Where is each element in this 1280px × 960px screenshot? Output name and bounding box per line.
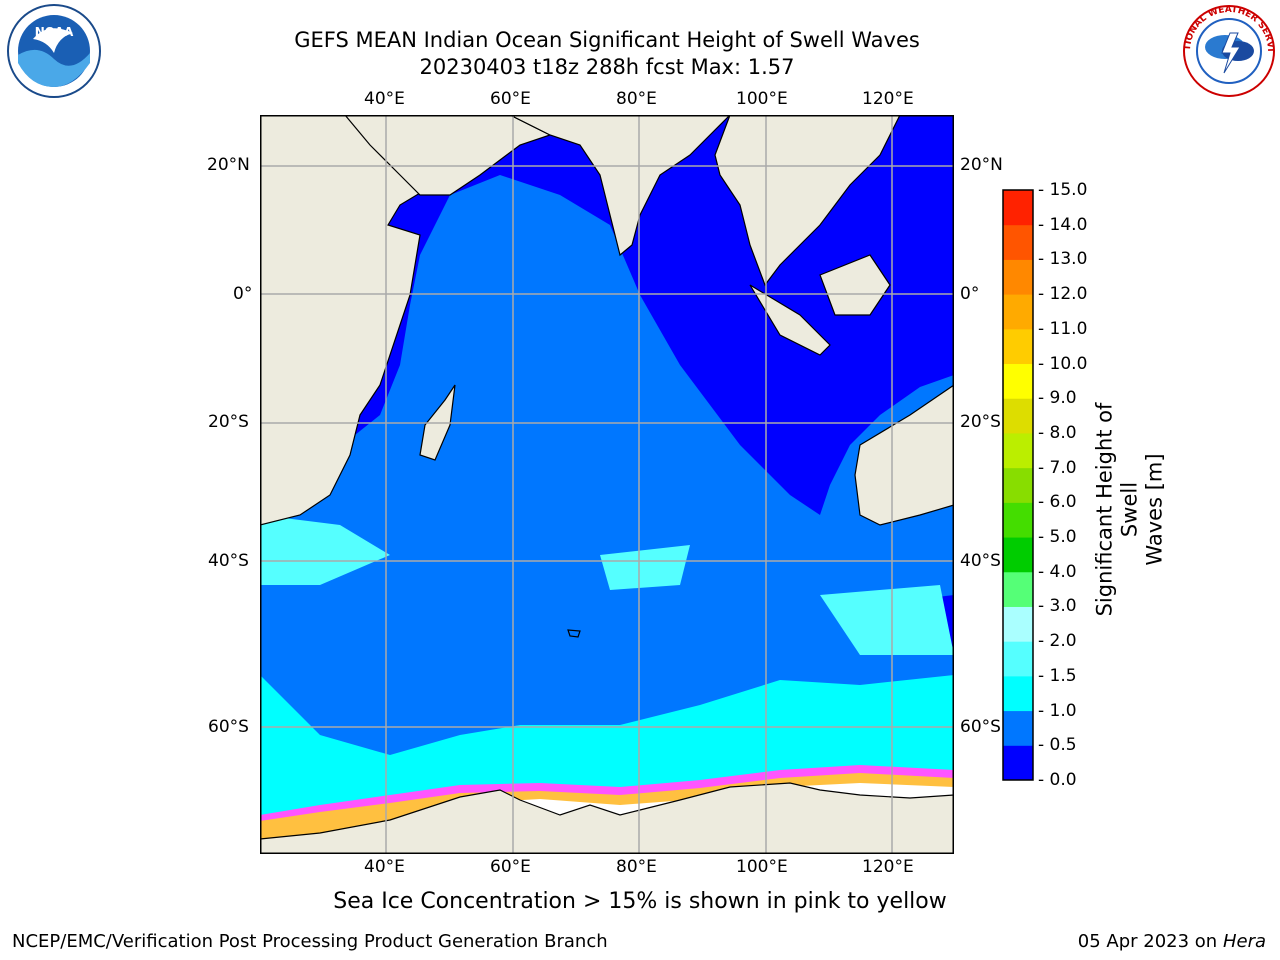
map-panel <box>260 115 954 854</box>
chart-title: GEFS MEAN Indian Ocean Significant Heigh… <box>294 28 920 52</box>
lat-label-right-0: 0° <box>960 284 980 304</box>
colorbar-tick-label: - 6.0 <box>1038 492 1077 513</box>
sea-ice-caption: Sea Ice Concentration > 15% is shown in … <box>333 889 947 914</box>
colorbar-tick-label: - 14.0 <box>1038 214 1088 235</box>
light-cyan-patch-east <box>820 585 954 655</box>
colorbar-segment <box>1003 606 1033 642</box>
borneo <box>819 254 891 316</box>
footer-date-text: 05 Apr 2023 on <box>1077 931 1223 952</box>
colorbar-segment <box>1003 363 1033 399</box>
colorbar-tick-label: - 3.0 <box>1038 596 1077 617</box>
lat-label-left-40s: 40°S <box>208 551 249 571</box>
colorbar-segment <box>1003 190 1033 226</box>
colorbar-tick-label: - 8.0 <box>1038 422 1077 443</box>
colorbar-segment <box>1003 710 1033 746</box>
southeast-asia-landmass <box>714 115 901 287</box>
lat-label-left-20s: 20°S <box>208 412 249 432</box>
footer-producer: NCEP/EMC/Verification Post Processing Pr… <box>12 931 608 952</box>
lon-label-bottom-100e: 100°E <box>736 857 788 877</box>
lat-label-right-60s: 60°S <box>960 717 1001 737</box>
antarctica-landmass <box>260 782 954 854</box>
colorbar-segment <box>1003 675 1033 712</box>
graticule <box>260 115 954 854</box>
chart-subtitle: 20230403 t18z 288h fcst Max: 1.57 <box>419 55 795 79</box>
colorbar-tick-label: - 0.5 <box>1038 735 1077 756</box>
colorbar-segment <box>1003 328 1033 365</box>
colorbar-segment <box>1003 398 1033 434</box>
india-landmass <box>509 115 731 257</box>
colorbar-tick-label: - 11.0 <box>1038 318 1088 339</box>
colorbar-tick-label: - 13.0 <box>1038 249 1088 270</box>
colorbar-tick-label: - 1.0 <box>1038 700 1077 721</box>
noaa-logo-text: NOAA <box>35 25 74 39</box>
colorbar-segment <box>1003 294 1033 330</box>
nws-logo: NATIONAL WEATHER SERVICE <box>1180 3 1275 97</box>
lon-label-bottom-60e: 60°E <box>490 857 531 877</box>
colorbar-segment <box>1003 641 1033 677</box>
map-frame <box>260 115 954 854</box>
sumatra <box>749 284 831 356</box>
lon-label-bottom-40e: 40°E <box>364 857 405 877</box>
colorbar-tick-label: - 10.0 <box>1038 353 1088 374</box>
footer-host: Hera <box>1222 931 1266 952</box>
colorbar-segment <box>1003 467 1033 503</box>
colorbar-segment <box>1003 537 1033 573</box>
colorbar-tick-label: - 7.0 <box>1038 457 1077 478</box>
lon-label-top-60e: 60°E <box>490 89 531 109</box>
colorbar-title: Significant Height of Swell Waves [m] <box>1093 400 1168 620</box>
lon-label-bottom-80e: 80°E <box>616 857 657 877</box>
noaa-logo: NOAA <box>7 4 101 98</box>
colorbar-tick-label: - 15.0 <box>1038 180 1088 200</box>
lon-label-top-40e: 40°E <box>364 89 405 109</box>
footer-date: 05 Apr 2023 on Hera <box>1078 931 1266 952</box>
colorbar-tick-label: - 9.0 <box>1038 388 1077 409</box>
colorbar-segment <box>1003 224 1033 260</box>
colorbar-segment <box>1003 745 1033 781</box>
lon-label-top-100e: 100°E <box>736 89 788 109</box>
lat-label-left-20n: 20°N <box>207 155 250 175</box>
lat-label-right-40s: 40°S <box>960 551 1001 571</box>
colorbar-title-line2: Waves [m] <box>1142 453 1167 566</box>
colorbar-tick-label: - 4.0 <box>1038 561 1077 582</box>
lat-label-right-20s: 20°S <box>960 412 1001 432</box>
colorbar-tick-label: - 12.0 <box>1038 284 1088 305</box>
lon-label-bottom-120e: 120°E <box>862 857 914 877</box>
colorbar-segment <box>1003 571 1033 607</box>
lon-label-top-80e: 80°E <box>616 89 657 109</box>
colorbar-segment <box>1003 432 1033 469</box>
lat-label-right-20n: 20°N <box>960 155 1003 175</box>
lon-label-top-120e: 120°E <box>862 89 914 109</box>
colorbar-segment <box>1003 259 1033 295</box>
light-cyan-patch-central <box>600 545 690 590</box>
lat-label-left-0: 0° <box>233 284 253 304</box>
colorbar-tick-label: - 2.0 <box>1038 631 1077 652</box>
kerguelen-island <box>567 629 581 638</box>
light-cyan-patch-west <box>260 515 390 585</box>
colorbar-title-line1: Significant Height of Swell <box>1092 402 1142 617</box>
colorbar-tick-label: - 0.0 <box>1038 770 1077 790</box>
colorbar-tick-label: - 1.5 <box>1038 665 1077 686</box>
lat-label-left-60s: 60°S <box>208 717 249 737</box>
colorbar-segment <box>1003 502 1033 538</box>
australia-landmass <box>854 384 954 526</box>
colorbar <box>1002 189 1034 781</box>
colorbar-tick-label: - 5.0 <box>1038 527 1077 548</box>
